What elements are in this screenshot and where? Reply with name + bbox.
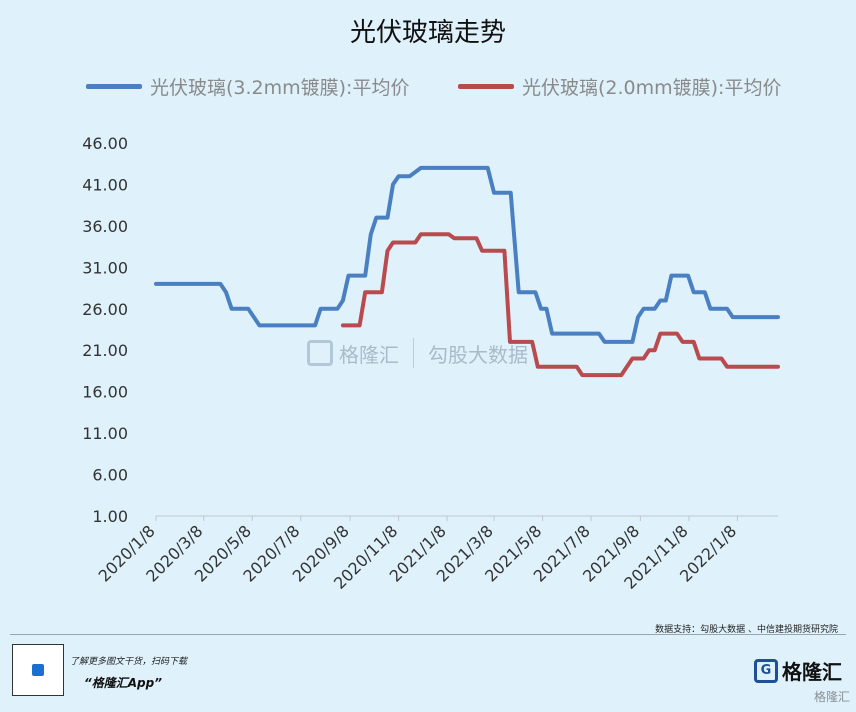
corner-watermark: 格隆汇	[813, 690, 850, 704]
brand-logo-text: 格隆汇	[782, 660, 842, 684]
y-tick-label: 6.00	[92, 466, 128, 485]
legend: 光伏玻璃(3.2mm镀膜):平均价 光伏玻璃(2.0mm镀膜):平均价	[0, 66, 856, 106]
promo-app-name: “格隆汇App”	[84, 676, 162, 690]
brand-logo-icon: G	[754, 658, 778, 683]
y-tick-label: 36.00	[82, 217, 128, 236]
legend-label-3-2mm: 光伏玻璃(3.2mm镀膜):平均价	[150, 76, 410, 99]
promo-text: 了解更多图文干货，扫码下载	[70, 657, 188, 667]
y-tick-label: 21.00	[82, 341, 128, 360]
y-tick-label: 41.00	[82, 175, 128, 194]
legend-label-2-0mm: 光伏玻璃(2.0mm镀膜):平均价	[522, 76, 782, 99]
y-tick-label: 46.00	[82, 134, 128, 153]
y-tick-label: 1.00	[92, 507, 128, 526]
watermark-separator	[413, 338, 414, 368]
legend-swatch-2-0mm	[458, 83, 514, 89]
watermark-brand: 格隆汇	[339, 342, 399, 367]
chart: 光伏玻璃走势 光伏玻璃(3.2mm镀膜):平均价 光伏玻璃(2.0mm镀膜):平…	[0, 18, 856, 593]
y-tick-label: 11.00	[82, 424, 128, 443]
legend-swatch-3-2mm	[86, 83, 142, 89]
y-tick-label: 26.00	[82, 300, 128, 319]
y-tick-label: 31.00	[82, 258, 128, 277]
qr-code-icon[interactable]	[12, 644, 64, 696]
series-line-1	[340, 232, 780, 378]
legend-item-3-2mm: 光伏玻璃(3.2mm镀膜):平均价	[86, 66, 409, 106]
series-line-0	[154, 165, 780, 344]
footer-divider	[10, 634, 846, 635]
watermark-logo-icon	[307, 340, 333, 366]
qr-center-logo-icon	[32, 664, 44, 676]
brand-logo: G 格隆汇	[754, 656, 842, 685]
watermark: 格隆汇 勾股大数据	[307, 338, 528, 368]
data-source-note: 数据支持：勾股大数据 、中信建投期货研究院	[655, 625, 838, 635]
chart-title: 光伏玻璃走势	[349, 18, 506, 48]
plot-area: 46.00 41.00 36.00 31.00 26.00 21.00 16.00 11.00…	[82, 134, 780, 593]
watermark-data-brand: 勾股大数据	[428, 342, 528, 367]
legend-item-2-0mm: 光伏玻璃(2.0mm镀膜):平均价	[458, 66, 781, 106]
y-tick-label: 16.00	[82, 383, 128, 402]
